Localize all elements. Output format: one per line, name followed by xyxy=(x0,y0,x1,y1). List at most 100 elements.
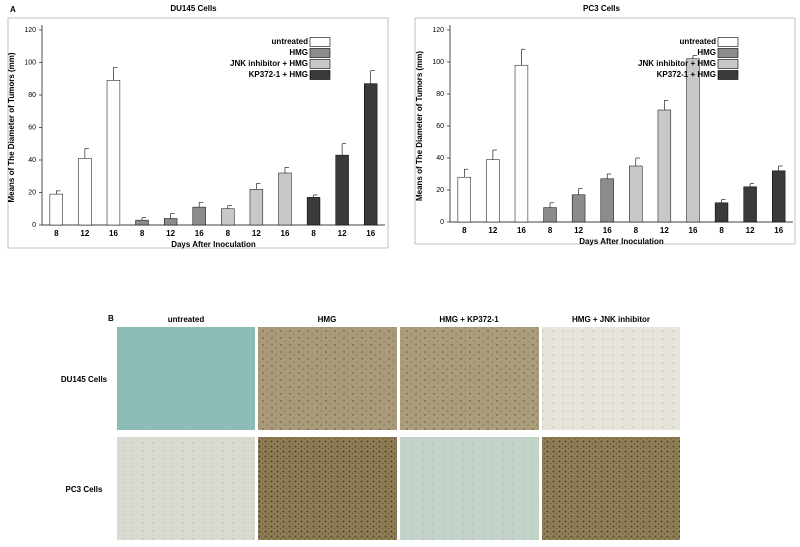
chart-title: PC3 Cells xyxy=(583,4,620,13)
legend-swatch xyxy=(309,70,331,80)
legend-label: HMG xyxy=(697,48,716,57)
bar xyxy=(543,207,557,223)
image-texture xyxy=(258,327,397,430)
x-tick-label: 16 xyxy=(109,229,118,238)
legend-swatch xyxy=(309,37,331,47)
legend-swatch xyxy=(717,48,739,58)
bar xyxy=(192,206,206,226)
y-axis-label: Means of The Diameter of Tumors (mm) xyxy=(7,52,16,202)
x-axis-label: Days After Inoculation xyxy=(171,240,256,249)
bar xyxy=(278,172,292,226)
y-tick-label: 100 xyxy=(432,59,444,66)
image-texture xyxy=(400,327,539,430)
legend-label: JNK inhibitor + HMG xyxy=(638,59,716,68)
x-axis-label: Days After Inoculation xyxy=(579,237,664,246)
y-tick-label: 40 xyxy=(436,155,444,162)
legend-label: KP372-1 + HMG xyxy=(657,70,716,79)
y-tick-label: 60 xyxy=(28,124,36,131)
bar xyxy=(600,178,614,223)
y-tick-label: 100 xyxy=(24,59,36,66)
panel-label: A xyxy=(10,5,16,14)
bar xyxy=(657,109,672,223)
x-tick-label: 12 xyxy=(574,226,583,235)
chart-frame xyxy=(7,17,389,249)
legend-label: JNK inhibitor + HMG xyxy=(230,59,308,68)
legend-swatch xyxy=(717,37,739,47)
bar xyxy=(306,197,321,226)
legend-label: HMG xyxy=(289,48,308,57)
column-label: HMG + JNK inhibitor xyxy=(572,315,650,324)
x-tick-label: 12 xyxy=(338,229,347,238)
bar xyxy=(249,189,264,226)
x-tick-label: 16 xyxy=(517,226,526,235)
bar xyxy=(629,165,643,223)
x-tick-label: 16 xyxy=(281,229,290,238)
y-tick-label: 80 xyxy=(436,91,444,98)
y-tick-label: 0 xyxy=(32,222,36,229)
legend-swatch xyxy=(309,48,331,58)
bar xyxy=(364,83,378,226)
y-tick-label: 20 xyxy=(28,189,36,196)
y-tick-label: 60 xyxy=(436,123,444,130)
x-tick-label: 8 xyxy=(311,229,316,238)
x-tick-label: 8 xyxy=(548,226,553,235)
bar xyxy=(743,186,757,223)
y-tick-label: 80 xyxy=(28,92,36,99)
column-label: HMG + KP372-1 xyxy=(439,315,499,324)
x-tick-label: 12 xyxy=(660,226,669,235)
x-tick-label: 12 xyxy=(488,226,497,235)
bar xyxy=(49,193,63,226)
x-tick-label: 8 xyxy=(462,226,467,235)
bar xyxy=(78,158,92,226)
bar xyxy=(772,170,786,223)
x-tick-label: 12 xyxy=(166,229,175,238)
y-axis-label: Means of The Diameter of Tumors (mm) xyxy=(415,51,424,201)
x-tick-label: 8 xyxy=(140,229,145,238)
y-tick-label: 20 xyxy=(436,187,444,194)
y-tick-label: 40 xyxy=(28,157,36,164)
x-tick-label: 16 xyxy=(366,229,375,238)
bar xyxy=(714,202,729,223)
legend-swatch xyxy=(309,59,331,69)
bar xyxy=(135,219,149,226)
bar xyxy=(163,218,178,226)
chart-title: DU145 Cells xyxy=(170,4,217,13)
column-label: HMG xyxy=(318,315,337,324)
micrographs xyxy=(117,327,680,540)
row-label: DU145 Cells xyxy=(61,375,108,384)
x-tick-label: 16 xyxy=(774,226,783,235)
image-texture xyxy=(400,437,539,540)
x-tick-label: 8 xyxy=(54,229,59,238)
x-tick-label: 8 xyxy=(719,226,724,235)
y-tick-label: 120 xyxy=(432,27,444,34)
bar xyxy=(571,194,586,223)
x-tick-label: 12 xyxy=(746,226,755,235)
x-tick-label: 16 xyxy=(603,226,612,235)
legend-label: untreated xyxy=(680,37,717,46)
x-tick-label: 12 xyxy=(80,229,89,238)
x-tick-label: 8 xyxy=(634,226,639,235)
bar xyxy=(221,208,235,226)
image-texture xyxy=(258,437,397,540)
legend-swatch xyxy=(717,70,739,80)
bar xyxy=(486,159,500,223)
image-texture xyxy=(117,327,255,430)
panel-label: B xyxy=(108,314,114,323)
legend-label: KP372-1 + HMG xyxy=(249,70,308,79)
x-tick-label: 16 xyxy=(689,226,698,235)
x-tick-label: 16 xyxy=(195,229,204,238)
y-tick-label: 0 xyxy=(440,219,444,226)
x-tick-label: 8 xyxy=(226,229,231,238)
chart-frame xyxy=(414,17,796,245)
image-texture xyxy=(117,437,255,540)
bar xyxy=(686,58,700,223)
y-tick-label: 120 xyxy=(24,27,36,34)
legend-label: untreated xyxy=(272,37,309,46)
row-label: PC3 Cells xyxy=(66,485,103,494)
bar xyxy=(514,64,529,223)
bar xyxy=(106,80,121,226)
bar xyxy=(335,154,349,226)
image-texture xyxy=(542,437,680,540)
legend-swatch xyxy=(717,59,739,69)
